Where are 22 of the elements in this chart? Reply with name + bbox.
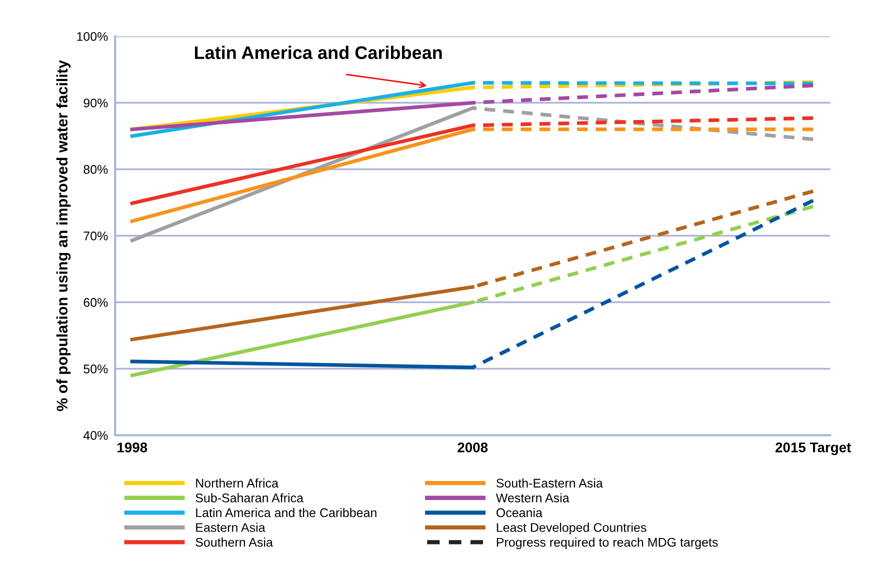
legend-label: Latin America and the Caribbean <box>196 508 376 518</box>
annotation: Latin America and Caribbean <box>194 46 442 60</box>
y-tick-label: 70% <box>84 232 108 240</box>
y-tick-label: 60% <box>84 298 108 307</box>
x-tick-label: 2015 Target <box>776 442 852 456</box>
y-axis-title: % of population using an improved water facility <box>56 60 71 412</box>
legend-label: Sub-Saharan Africa <box>196 493 304 502</box>
legend-label: Least Developed Countries <box>496 522 646 534</box>
legend-label: Southern Asia <box>196 538 273 547</box>
y-tick-label: 50% <box>84 364 108 374</box>
legend-label: Northern Africa <box>196 478 278 488</box>
legend-label: Western Asia <box>496 493 570 502</box>
legend-label: South-Eastern Asia <box>496 478 603 488</box>
x-tick-label: 1998 <box>118 442 148 452</box>
y-tick-label: 100% <box>77 32 108 41</box>
legend-label: Progress required to reach MDG targets <box>496 538 718 550</box>
y-tick-label: 90% <box>84 98 108 108</box>
x-tick-label: 2008 <box>458 442 488 452</box>
y-tick-label: 80% <box>84 165 108 174</box>
legend-label: Oceania <box>496 508 542 518</box>
legend-label: Eastern Asia <box>196 522 266 532</box>
y-tick-label: 40% <box>83 431 108 440</box>
